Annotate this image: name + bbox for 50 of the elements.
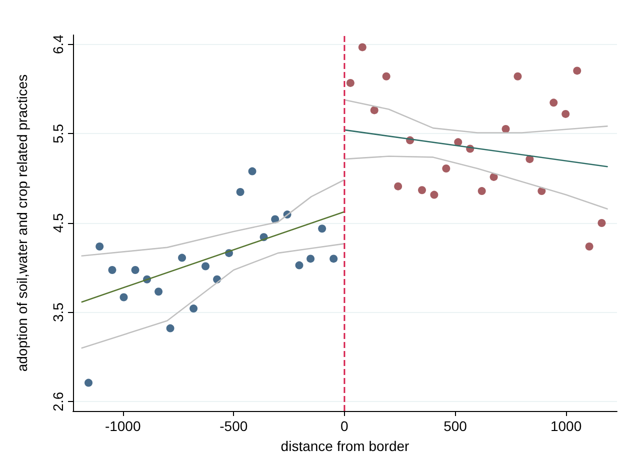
point [178, 254, 186, 262]
y-axis-title: adoption of soil,water and crop related practices [14, 74, 30, 372]
point [490, 172, 498, 181]
point [502, 125, 510, 133]
point [585, 242, 594, 250]
point [166, 324, 174, 332]
y-tick-label: 6.4 [50, 34, 66, 54]
point [430, 190, 438, 199]
line-series [81, 243, 346, 349]
point [295, 261, 304, 270]
point [514, 72, 522, 80]
point [108, 266, 116, 274]
point [346, 78, 354, 87]
y-tick-label: 4.5 [50, 213, 66, 233]
x-tick-label: -1000 [104, 418, 141, 434]
point [454, 138, 462, 146]
point [330, 254, 338, 263]
line-series [344, 99, 608, 134]
point [478, 187, 486, 196]
point [573, 66, 582, 75]
point [550, 98, 558, 107]
point [236, 188, 244, 196]
point [418, 186, 426, 194]
point [96, 242, 104, 250]
point [84, 378, 93, 387]
point [154, 288, 163, 296]
point [202, 262, 210, 270]
point [318, 224, 326, 233]
y-tick-label: 5.5 [50, 124, 66, 144]
point [562, 110, 570, 118]
x-tick-label: -500 [220, 418, 248, 434]
point [190, 304, 198, 313]
point [120, 293, 128, 302]
point [370, 106, 378, 114]
point [382, 72, 390, 80]
x-tick-label: 0 [340, 418, 349, 434]
point [358, 43, 366, 52]
point [394, 182, 402, 190]
x-tick-label: 1000 [550, 418, 582, 434]
point [306, 254, 315, 263]
line-series [344, 156, 608, 210]
x-tick-label: 500 [444, 418, 468, 434]
x-axis-title: distance from border [280, 438, 410, 454]
y-tick-label: 2.6 [50, 392, 66, 412]
point [442, 164, 450, 172]
point [598, 219, 606, 227]
y-tick-label: 3.5 [50, 302, 66, 322]
point [248, 167, 256, 176]
line-series [81, 179, 346, 257]
point [131, 266, 140, 274]
